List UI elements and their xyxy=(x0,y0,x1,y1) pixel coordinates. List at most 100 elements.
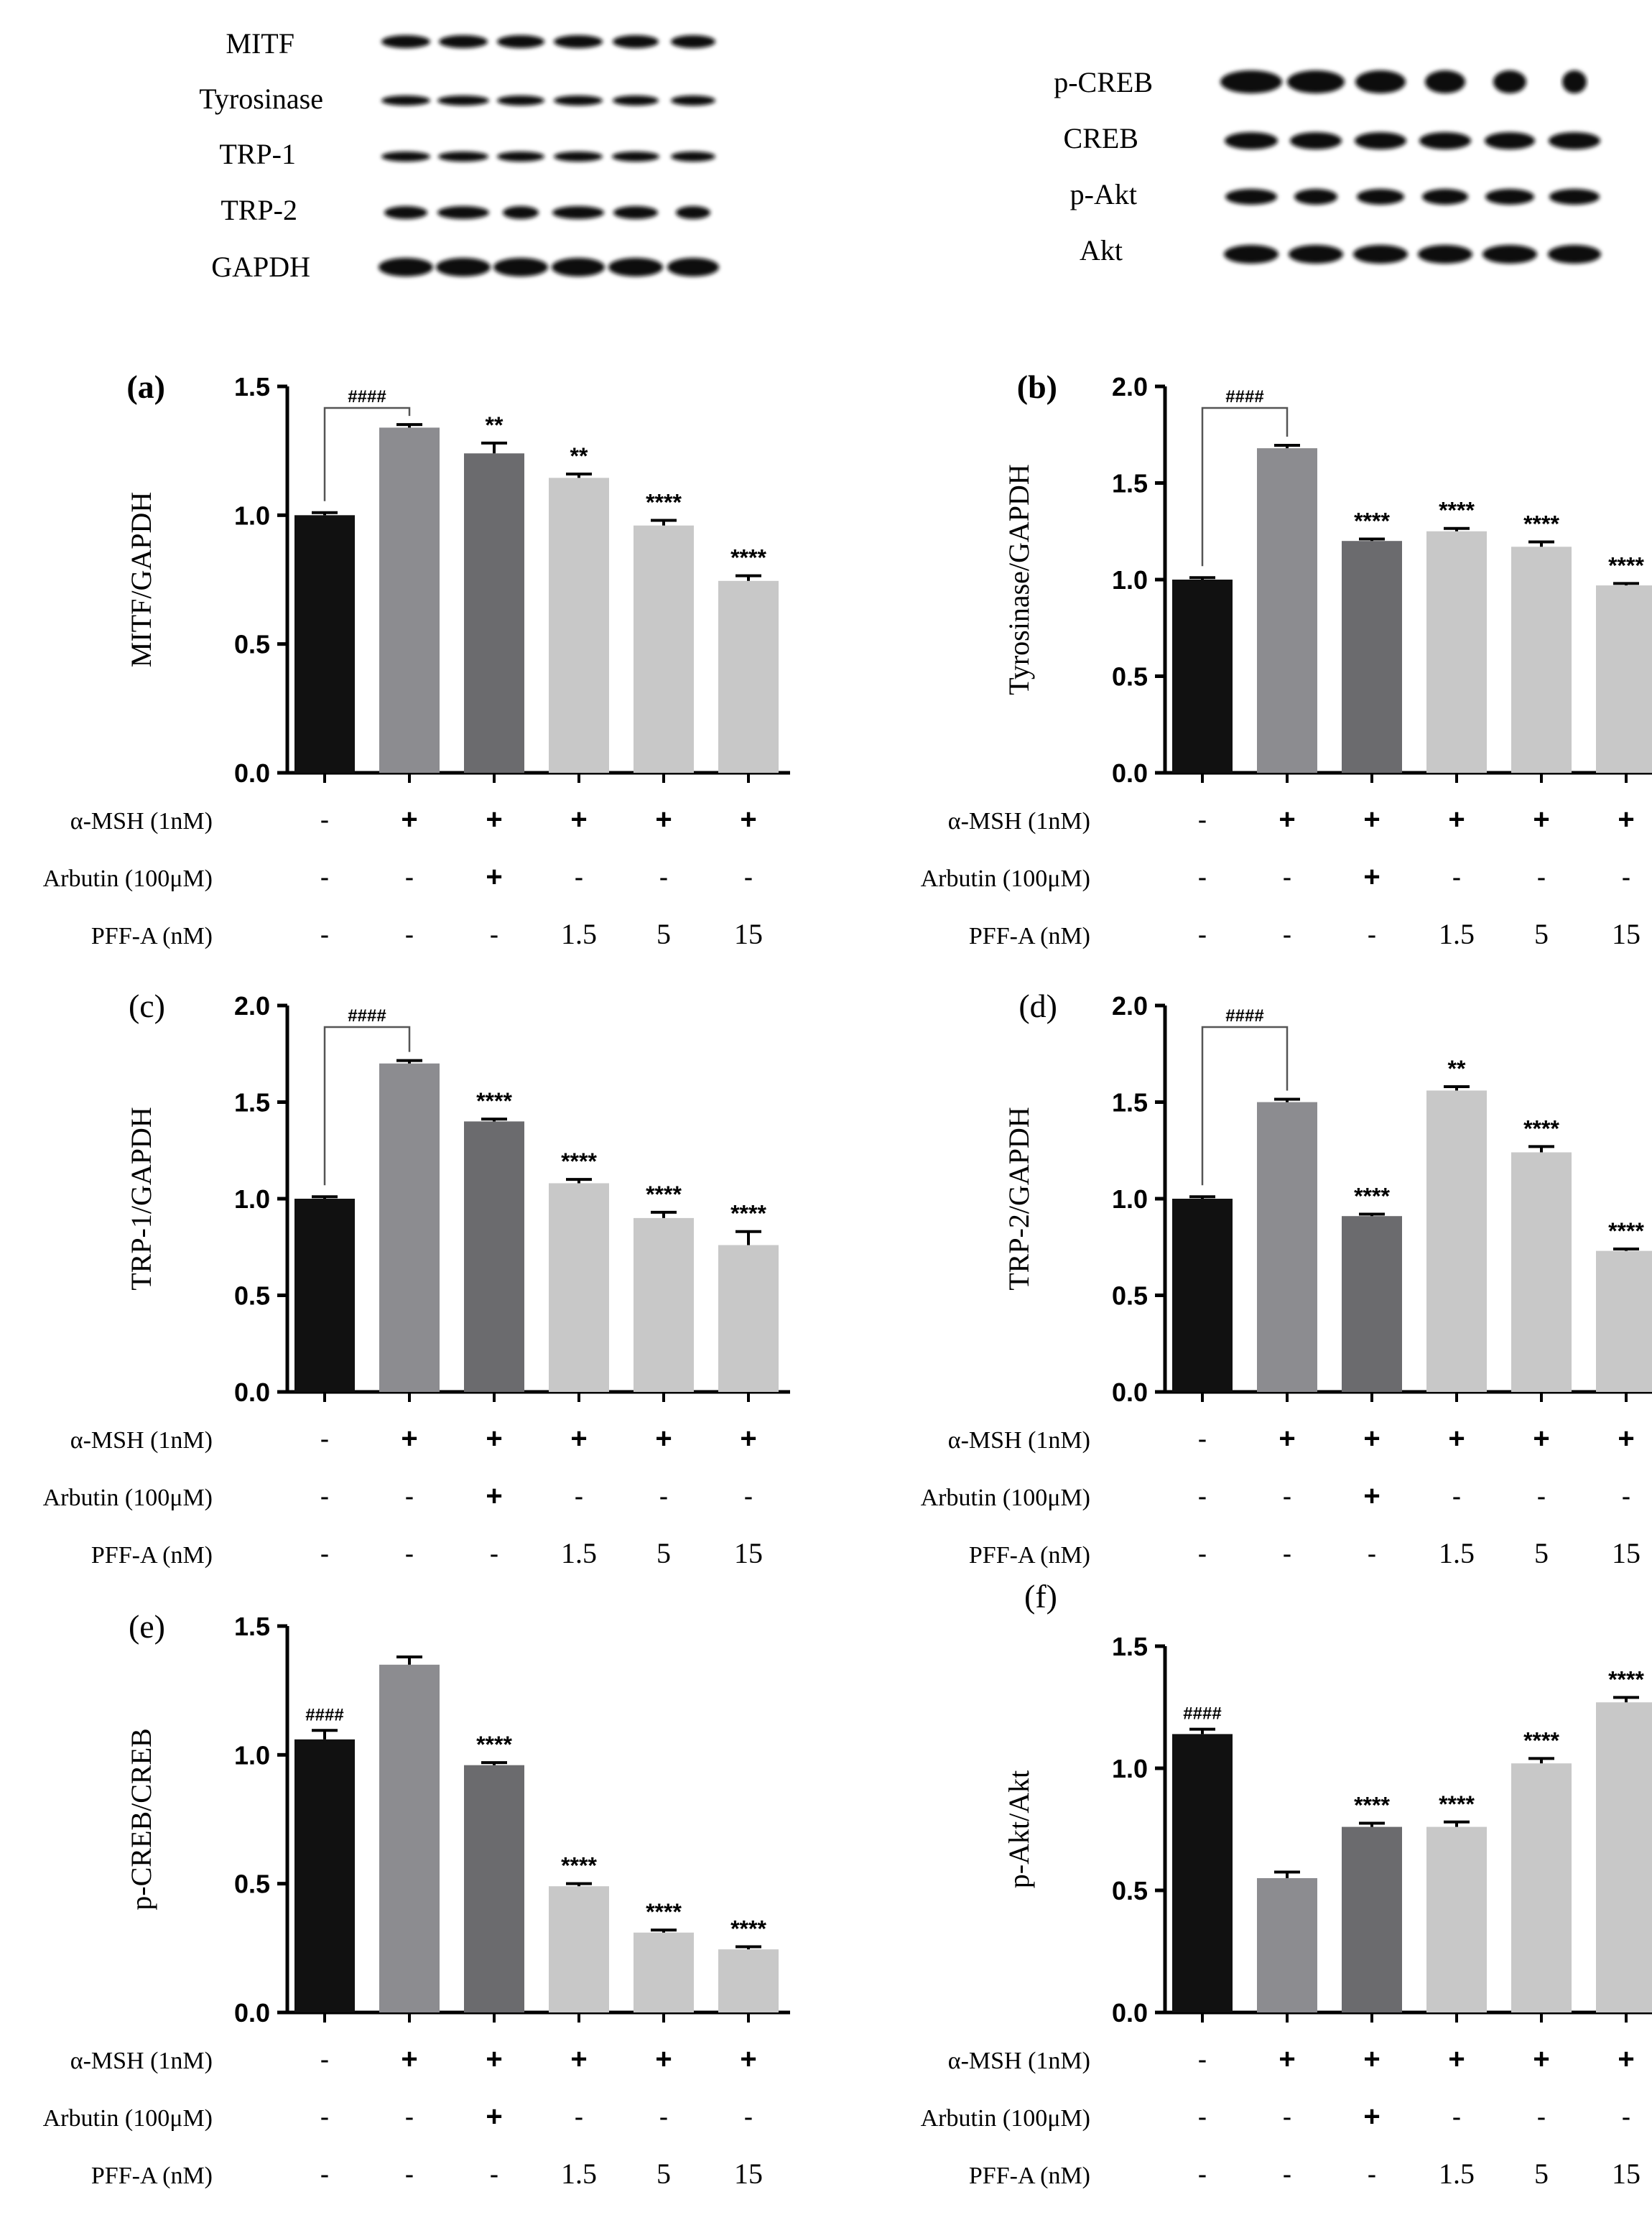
bracket-label: #### xyxy=(348,387,386,407)
condition-value: - xyxy=(1198,2045,1207,2075)
condition-value: - xyxy=(1283,2102,1292,2132)
significance-label: **** xyxy=(476,1088,512,1114)
panel-c: (c) 0.0 0.5 1.0 1.5 2.0 TRP-1/GAPDH **** **** ***… xyxy=(43,988,790,1569)
left-band-2-1 xyxy=(438,152,488,162)
condition-value: - xyxy=(405,1482,414,1512)
condition-value: 1.5 xyxy=(1439,918,1475,950)
left-band-1-3 xyxy=(554,96,603,106)
condition-value: - xyxy=(659,863,669,893)
bar-1 xyxy=(294,1739,355,2012)
condition-value: 5 xyxy=(1534,1537,1549,1569)
bar-5 xyxy=(1511,547,1572,773)
left-band-1-2 xyxy=(497,96,544,106)
bracket-label: #### xyxy=(1225,387,1263,407)
y-axis-label: TRP-2/GAPDH xyxy=(1003,1107,1035,1291)
condition-label: PFF-A (nM) xyxy=(91,923,213,949)
condition-label: α-MSH (1nM) xyxy=(70,808,213,835)
bar-6 xyxy=(718,1245,779,1392)
condition-value: + xyxy=(1363,804,1380,835)
bar-2 xyxy=(379,1063,440,1392)
significance-label: **** xyxy=(1523,1115,1559,1141)
condition-value: + xyxy=(1363,1480,1380,1512)
bar-5 xyxy=(634,1932,694,2012)
condition-label: α-MSH (1nM) xyxy=(70,2048,213,2074)
condition-value: + xyxy=(1279,2043,1295,2075)
significance-label: **** xyxy=(476,1732,512,1757)
bar-3 xyxy=(464,1765,524,2012)
condition-value: + xyxy=(486,861,502,893)
condition-value: 5 xyxy=(656,2158,671,2190)
significance-bracket xyxy=(1201,1026,1289,1186)
bar-4 xyxy=(1426,531,1487,773)
condition-value: + xyxy=(570,1423,587,1454)
y-tick-label: 1.0 xyxy=(234,1184,270,1214)
condition-value: + xyxy=(570,804,587,835)
significance-bracket xyxy=(323,1026,411,1186)
left-band-1-5 xyxy=(671,96,715,106)
left-band-1-0 xyxy=(381,96,430,106)
condition-value: - xyxy=(405,863,414,893)
condition-label: Arbutin (100μM) xyxy=(921,865,1090,892)
bar-1 xyxy=(1172,580,1233,773)
condition-value: - xyxy=(1198,2160,1207,2190)
y-tick-label: 2.0 xyxy=(1112,991,1148,1021)
y-tick-label: 0.0 xyxy=(1112,1378,1148,1407)
condition-value: - xyxy=(320,863,330,893)
right-band-3-3 xyxy=(1418,245,1472,264)
condition-value: - xyxy=(744,1482,753,1512)
bar-4 xyxy=(1426,1826,1487,2012)
condition-value: 15 xyxy=(734,918,763,950)
left-band-2-5 xyxy=(671,152,715,162)
condition-value: + xyxy=(1448,2043,1465,2075)
condition-value: + xyxy=(1448,1423,1465,1454)
condition-value: - xyxy=(320,2160,330,2190)
condition-value: - xyxy=(320,805,330,835)
significance-label: **** xyxy=(1608,552,1644,578)
panel-b: (b) 0.0 0.5 1.0 1.5 2.0 Tyrosinase/GAPDH **** **… xyxy=(921,368,1652,950)
condition-value: - xyxy=(744,863,753,893)
right-band-1-1 xyxy=(1290,132,1342,149)
condition-value: 1.5 xyxy=(561,2158,597,2190)
right-band-2-4 xyxy=(1485,189,1534,205)
bar-2 xyxy=(1257,1102,1317,1392)
y-tick-label: 1.5 xyxy=(1112,469,1148,498)
left-band-2-3 xyxy=(554,152,603,162)
panel-label: (f) xyxy=(1024,1578,1057,1615)
left-band-3-3 xyxy=(552,206,604,219)
right-band-0-1 xyxy=(1287,70,1345,93)
y-axis-label: MITF/GAPDH xyxy=(125,492,157,667)
significance-label: #### xyxy=(1183,1704,1221,1724)
condition-value: - xyxy=(659,2102,669,2132)
significance-label: **** xyxy=(1523,1727,1559,1753)
significance-label: **** xyxy=(1439,1791,1475,1817)
bar-6 xyxy=(1596,1702,1652,2012)
condition-value: 5 xyxy=(1534,2158,1549,2190)
bar-4 xyxy=(549,1886,609,2012)
condition-value: - xyxy=(490,1539,499,1569)
bar-3 xyxy=(464,1121,524,1392)
significance-label: **** xyxy=(730,1201,766,1227)
bar-2 xyxy=(379,427,440,773)
right-band-2-3 xyxy=(1422,189,1468,205)
y-tick-label: 0.0 xyxy=(234,758,270,788)
condition-label: Arbutin (100μM) xyxy=(921,2105,1090,2132)
right-band-1-4 xyxy=(1485,132,1535,149)
blot-label-tyrosinase: Tyrosinase xyxy=(199,83,323,115)
condition-value: - xyxy=(575,863,584,893)
right-band-3-2 xyxy=(1353,245,1408,264)
condition-value: 15 xyxy=(1612,918,1641,950)
panel-f: (f) 0.0 0.5 1.0 1.5 p-Akt/Akt #### **** **** ****… xyxy=(921,1578,1652,2190)
condition-value: - xyxy=(1537,863,1546,893)
significance-label: **** xyxy=(1439,498,1475,524)
condition-value: 5 xyxy=(656,918,671,950)
condition-value: + xyxy=(486,1480,502,1512)
condition-value: - xyxy=(490,2160,499,2190)
condition-value: 15 xyxy=(1612,2158,1641,2190)
significance-label: **** xyxy=(1354,509,1390,534)
condition-value: - xyxy=(1283,1482,1292,1512)
left-band-0-5 xyxy=(671,35,715,48)
condition-value: - xyxy=(1198,1539,1207,1569)
left-band-4-1 xyxy=(436,258,491,277)
left-band-2-0 xyxy=(381,152,430,162)
